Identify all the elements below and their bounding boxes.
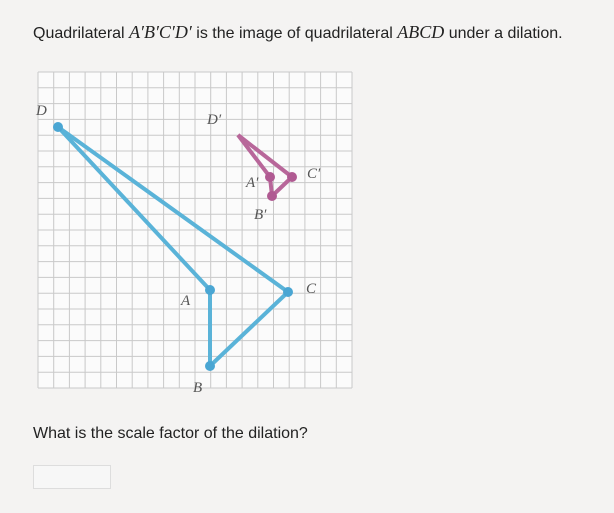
label: D xyxy=(35,103,47,119)
label: C′ xyxy=(307,166,321,182)
original-name: ABCD xyxy=(397,22,445,42)
answer-box[interactable] xyxy=(33,465,111,489)
image-name: A′B′C′D′ xyxy=(129,22,192,42)
label: D′ xyxy=(206,112,222,128)
abcd xyxy=(56,125,290,368)
grid xyxy=(37,71,353,389)
label: C xyxy=(306,281,317,297)
q-middle: is the image of quadrilateral xyxy=(196,25,393,42)
label: B′ xyxy=(254,207,267,223)
q-suffix: under a dilation. xyxy=(448,25,563,42)
q-prefix: Quadrilateral xyxy=(33,25,125,42)
label: B xyxy=(193,380,202,396)
question: Quadrilateral A′B′C′D′ is the image of q… xyxy=(33,22,563,43)
label: A xyxy=(180,293,191,309)
label: A′ xyxy=(245,175,259,191)
prompt: What is the scale factor of the dilation… xyxy=(33,425,308,442)
